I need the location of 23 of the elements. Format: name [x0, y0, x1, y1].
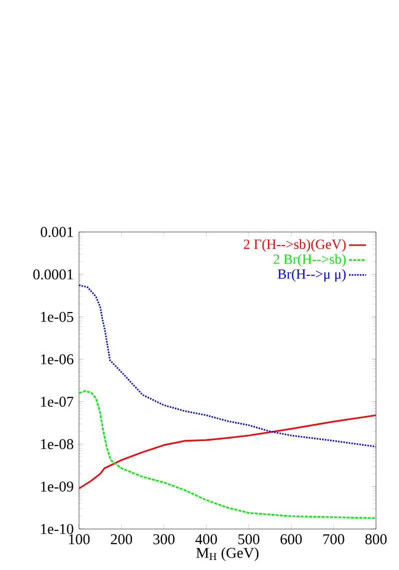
x-tick-label: 800 [365, 534, 387, 544]
line-series [79, 414, 376, 490]
x-tick-label: 400 [195, 534, 217, 544]
y-tick-label: 0.001 [40, 226, 73, 238]
x-tick-label: 300 [153, 534, 174, 544]
line-series [79, 390, 376, 519]
line-series [79, 284, 376, 448]
y-tick-label: 1e-10 [41, 524, 74, 534]
y-tick-label: 1e-05 [41, 312, 74, 322]
legend-label: Br(H-->μ μ) [278, 268, 346, 282]
y-tick-label: 1e-08 [41, 439, 74, 450]
legend-label: 2 Γ(H-->sb)(GeV) [244, 239, 346, 252]
x-tick-label: 500 [238, 534, 260, 544]
y-tick-label: 1e-06 [41, 354, 74, 364]
x-tick-label: 700 [323, 534, 344, 544]
x-tick-label: 600 [280, 534, 302, 544]
x-axis-title: M$_{H}$ (GeV) [196, 547, 258, 561]
x-tick-label: 200 [110, 534, 132, 544]
y-tick-label: 0.0001 [33, 269, 73, 280]
y-tick-label: 1e-07 [41, 396, 74, 407]
legend-label: 2 Br(H-->sb) [274, 254, 346, 267]
y-tick-label: 1e-09 [41, 482, 74, 492]
x-tick-label: 100 [69, 534, 90, 544]
